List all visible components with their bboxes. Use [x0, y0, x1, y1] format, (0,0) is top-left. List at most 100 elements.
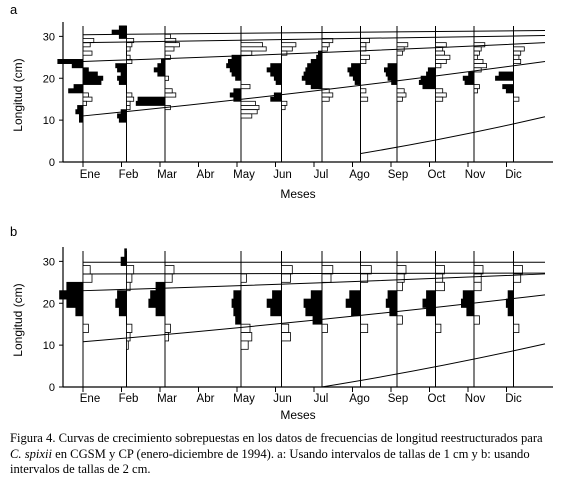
histogram-bar-negative: [240, 323, 251, 333]
x-tick-label: Mar: [157, 169, 177, 181]
histogram-bar-negative: [396, 315, 403, 325]
histogram-bar-negative: [126, 340, 129, 350]
histogram-bar-positive: [422, 298, 436, 308]
y-tick-label: 20: [43, 73, 55, 85]
histogram-bar-positive: [150, 290, 166, 300]
histogram-bar-positive: [310, 84, 323, 90]
x-tick-label: Mar: [157, 393, 177, 405]
histogram-bar-negative: [240, 340, 249, 350]
histogram-bar-negative: [126, 281, 131, 292]
histogram-bar-positive: [120, 71, 127, 77]
histogram-bar-negative: [360, 88, 367, 94]
histogram-bar-positive: [462, 290, 475, 300]
histogram-bar-negative: [281, 265, 293, 275]
x-tick-label: Oct: [428, 169, 447, 181]
histogram-bar-positive: [124, 248, 127, 258]
histogram-bar-positive: [275, 79, 282, 85]
y-tick-label: 10: [43, 340, 55, 352]
histogram-bar-positive: [75, 307, 84, 317]
x-tick-label: Oct: [428, 393, 447, 405]
histogram-bar-positive: [502, 84, 514, 90]
histogram-bar-positive: [272, 290, 282, 300]
histogram-bar-positive: [115, 298, 127, 308]
histogram-bar-positive: [349, 71, 361, 77]
histogram-bar-positive: [118, 33, 127, 39]
growth-curve: [82, 30, 546, 36]
histogram-bar-negative: [435, 42, 447, 48]
histogram-bar-positive: [117, 67, 127, 73]
histogram-bar-negative: [126, 42, 133, 48]
growth-curve: [82, 42, 546, 62]
histogram-bar-negative: [513, 323, 520, 333]
histogram-bar-positive: [351, 307, 361, 317]
histogram-bar-negative: [396, 273, 405, 283]
growth-curve: [82, 294, 546, 343]
x-tick-label: Abr: [197, 169, 215, 181]
histogram-bar-negative: [396, 92, 407, 98]
histogram-bar-negative: [435, 50, 445, 56]
histogram-bar-positive: [233, 307, 242, 317]
histogram-bar-negative: [82, 265, 91, 275]
histogram-bar-negative: [126, 332, 131, 342]
histogram-bar-positive: [301, 75, 323, 81]
histogram-bar-positive: [426, 290, 436, 300]
histogram-bar-negative: [126, 54, 131, 60]
histogram-bar-positive: [305, 79, 323, 85]
histogram-bar-negative: [82, 323, 89, 333]
histogram-bar-negative: [321, 92, 334, 98]
histogram-bar-positive: [229, 67, 242, 73]
histogram-bar-negative: [164, 265, 175, 275]
histogram-bar-positive: [505, 298, 514, 308]
histogram-bar-negative: [126, 273, 133, 283]
histogram-bar-negative: [240, 42, 264, 48]
histogram-bar-negative: [473, 281, 482, 292]
histogram-bar-negative: [164, 42, 180, 48]
x-tick-label: Abr: [197, 393, 215, 405]
histogram-bar-negative: [396, 281, 403, 292]
histogram-bar-negative: [473, 50, 480, 56]
histogram-bar-negative: [435, 63, 442, 69]
histogram-bar-positive: [233, 290, 242, 300]
histogram-bar-positive: [387, 63, 398, 69]
histogram-bar-positive: [391, 79, 398, 85]
histogram-bar-positive: [71, 63, 84, 69]
histogram-bar-positive: [352, 75, 361, 81]
histogram-bar-negative: [396, 265, 407, 275]
histogram-bar-positive: [427, 67, 436, 73]
histogram-bar-negative: [513, 96, 520, 102]
histogram-bar-positive: [468, 71, 475, 77]
histogram-bar-positive: [73, 84, 84, 90]
histogram-bar-positive: [157, 71, 166, 77]
caption-species: C. spixii: [10, 446, 52, 461]
y-tick-label: 0: [49, 382, 55, 394]
histogram-bar-negative: [435, 88, 444, 94]
histogram-bar-positive: [426, 71, 436, 77]
histogram-bar-positive: [462, 75, 475, 81]
histogram-bar-positive: [226, 63, 242, 69]
histogram-bar-positive: [117, 75, 127, 81]
histogram-bar-positive: [385, 71, 398, 77]
histogram-bar-negative: [321, 265, 334, 275]
histogram-bar-negative: [126, 323, 133, 333]
histogram-bar-negative: [513, 54, 520, 60]
histogram-bar-positive: [135, 100, 166, 106]
growth-curve: [360, 116, 546, 155]
histogram-bar-positive: [68, 88, 84, 94]
histogram-bar-negative: [360, 59, 367, 64]
x-tick-label: Feb: [119, 169, 139, 181]
histogram-bar-negative: [360, 42, 367, 48]
x-tick-label: Jun: [273, 169, 292, 181]
histogram-bar-positive: [79, 113, 84, 119]
histogram-bar-positive: [111, 29, 127, 35]
histogram-bar-negative: [473, 46, 482, 52]
caption-tail: en CGSM y CP (enero-diciembre de 1994). …: [10, 446, 530, 477]
histogram-bar-positive: [79, 117, 84, 123]
histogram-bar-negative: [360, 265, 372, 275]
histogram-bar-negative: [164, 46, 175, 52]
y-tick-label: 30: [43, 31, 55, 43]
x-axis-title: Meses: [280, 408, 315, 422]
y-tick-label: 10: [43, 115, 55, 127]
histogram-bar-negative: [435, 92, 447, 98]
histogram-bar-positive: [303, 71, 323, 77]
